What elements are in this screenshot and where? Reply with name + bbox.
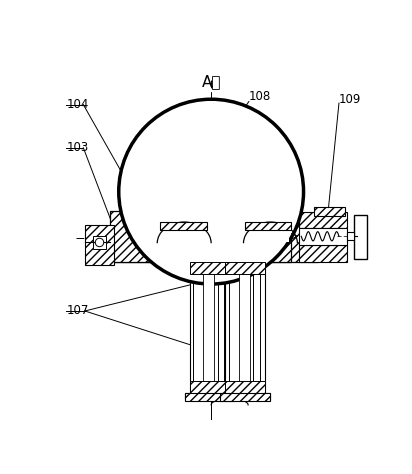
Bar (190, 262, 229, 396)
Text: 108: 108 (249, 91, 271, 103)
Bar (190, 262, 229, 274)
Bar (225, 381, 265, 393)
Bar (245, 211, 291, 262)
Bar (354, 215, 367, 259)
Bar (346, 232, 354, 240)
Bar (199, 265, 218, 393)
Text: 107: 107 (66, 304, 89, 318)
Bar (190, 381, 229, 393)
Bar (185, 393, 234, 400)
Bar (225, 262, 265, 396)
Bar (110, 211, 172, 262)
Text: 104: 104 (66, 98, 89, 111)
Bar (299, 212, 346, 228)
Text: 103: 103 (66, 141, 89, 154)
Bar (229, 265, 235, 393)
Bar (160, 222, 206, 230)
Bar (85, 225, 114, 265)
Bar (247, 211, 289, 242)
Bar (245, 222, 291, 230)
Bar (218, 265, 224, 393)
Bar (220, 393, 270, 401)
Bar (235, 265, 253, 393)
Bar (204, 268, 214, 391)
Text: A向: A向 (201, 74, 221, 89)
Bar (220, 393, 270, 400)
Bar (225, 262, 265, 274)
Bar (163, 211, 204, 242)
Circle shape (95, 238, 104, 246)
Bar (314, 207, 345, 216)
Bar (110, 225, 318, 262)
Circle shape (119, 99, 304, 284)
Text: 109: 109 (339, 93, 361, 106)
Bar (160, 211, 206, 262)
Bar (194, 265, 199, 393)
Bar (185, 393, 234, 401)
Bar (239, 268, 250, 391)
Bar (299, 245, 346, 262)
Bar (93, 236, 106, 249)
Bar (253, 265, 260, 393)
Bar (299, 228, 346, 245)
